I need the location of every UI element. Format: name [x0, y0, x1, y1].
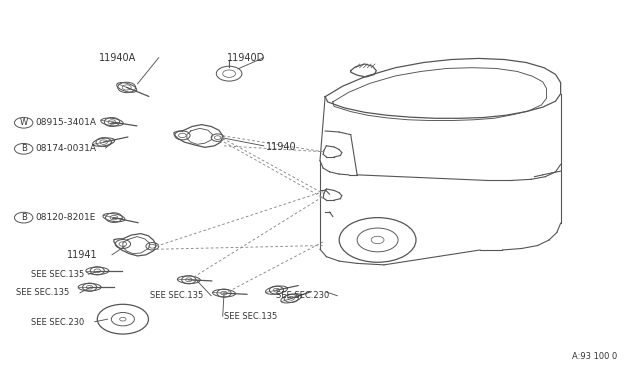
- Text: B: B: [20, 144, 27, 153]
- Text: B: B: [20, 213, 27, 222]
- Text: 08120-8201E: 08120-8201E: [35, 213, 95, 222]
- Text: A:93 100 0: A:93 100 0: [572, 352, 618, 361]
- Text: SEE SEC.230: SEE SEC.230: [31, 318, 84, 327]
- Text: SEE SEC.135: SEE SEC.135: [150, 291, 204, 300]
- Text: SEE SEC.135: SEE SEC.135: [31, 270, 84, 279]
- Text: SEE SEC.230: SEE SEC.230: [276, 291, 330, 300]
- Text: 11940A: 11940A: [99, 53, 136, 62]
- Text: SEE SEC.135: SEE SEC.135: [16, 288, 69, 297]
- Text: 11941: 11941: [67, 250, 98, 260]
- Text: 08915-3401A: 08915-3401A: [35, 118, 96, 127]
- Text: 11940: 11940: [266, 142, 296, 152]
- Text: W: W: [20, 118, 28, 127]
- Text: 11940D: 11940D: [227, 53, 266, 62]
- Text: 08174-0031A: 08174-0031A: [35, 144, 96, 153]
- Text: SEE SEC.135: SEE SEC.135: [224, 312, 277, 321]
